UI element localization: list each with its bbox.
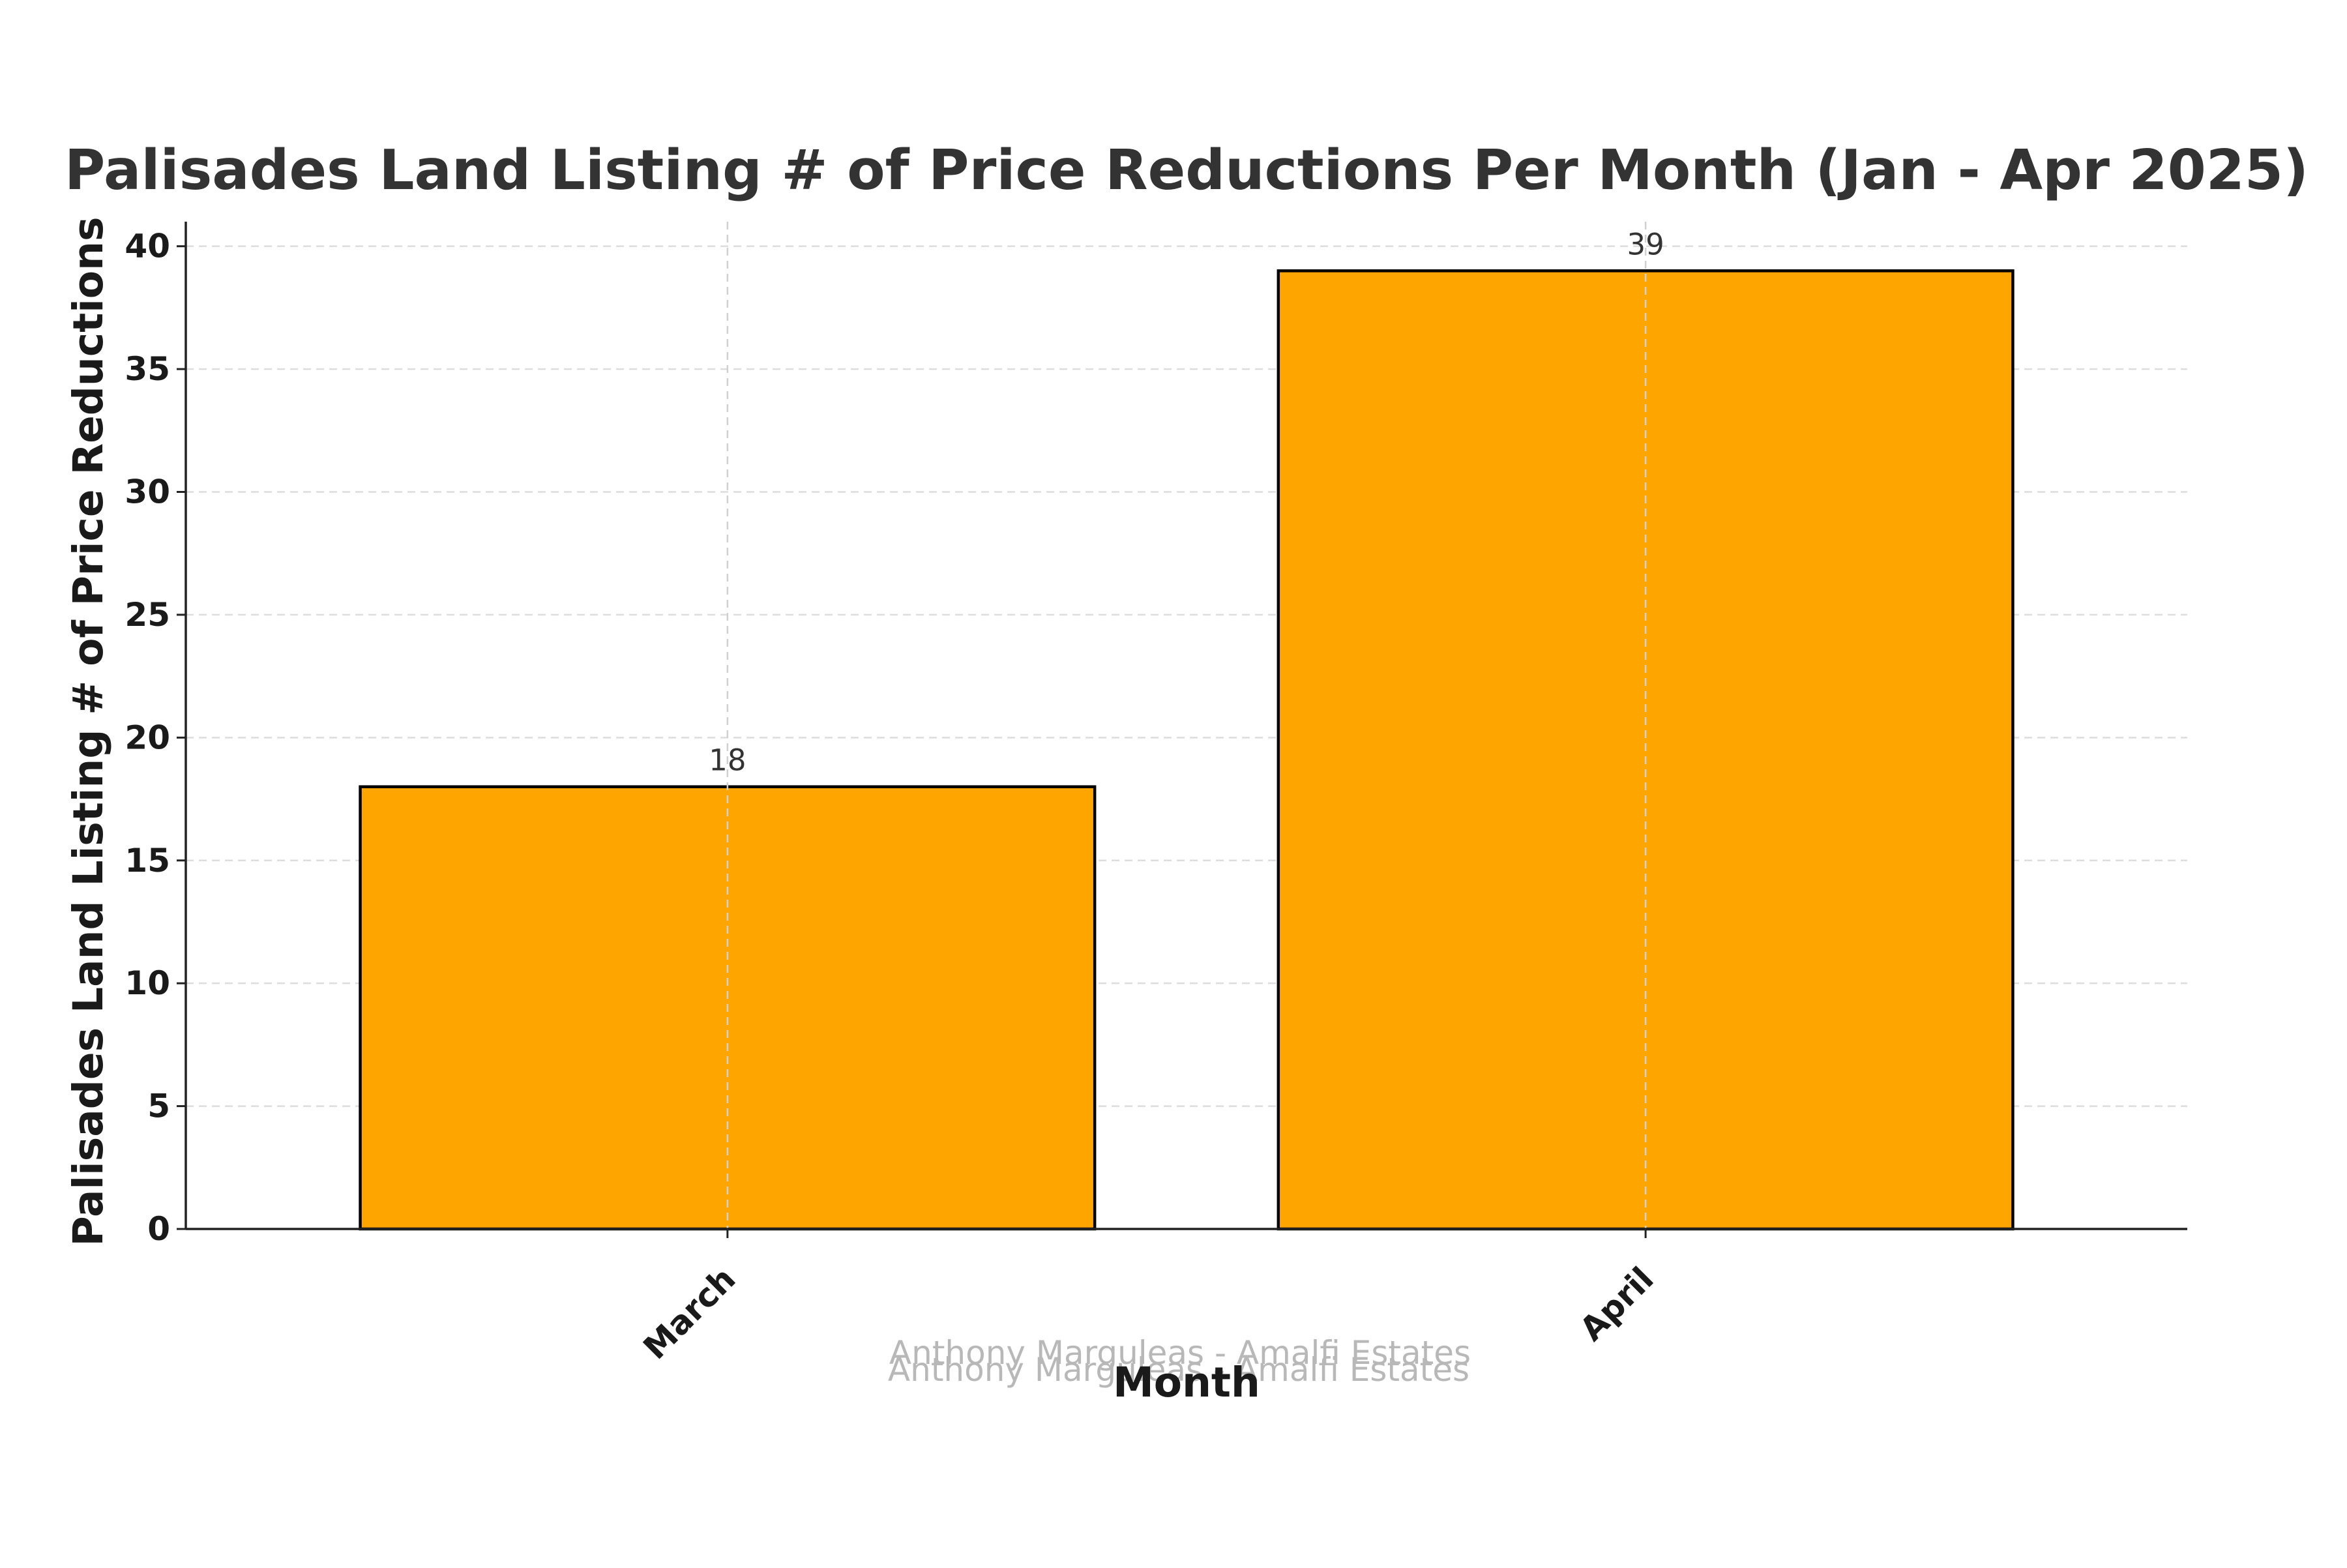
y-tick-label: 5 bbox=[147, 1087, 170, 1125]
chart-title: Palisades Land Listing # of Price Reduct… bbox=[65, 138, 2309, 203]
bars bbox=[359, 269, 2015, 1231]
y-tick-label: 0 bbox=[147, 1210, 170, 1248]
bar-value-label-march: 18 bbox=[709, 743, 746, 778]
y-tick-label: 25 bbox=[125, 596, 170, 634]
y-tick-label: 35 bbox=[125, 350, 170, 388]
x-tick-label-april: April bbox=[1572, 1260, 1661, 1348]
y-tick-labels: 0 5 10 15 20 25 30 35 40 bbox=[125, 228, 170, 1248]
x-axis-label: Month bbox=[1113, 1359, 1260, 1406]
watermark-text-duplicate: Anthony Marguleas - Amalfi Estates bbox=[888, 1351, 1469, 1389]
y-tick-label: 15 bbox=[125, 842, 170, 880]
y-axis-label: Palisades Land Listing # of Price Reduct… bbox=[65, 217, 112, 1247]
y-tick-label: 30 bbox=[125, 473, 170, 511]
y-tick-label: 40 bbox=[125, 228, 170, 265]
vertical-grid-lines bbox=[726, 222, 1647, 1229]
watermark-text: Anthony Marguleas - Amalfi Estates bbox=[889, 1334, 1471, 1372]
axes bbox=[177, 222, 2187, 1238]
bar-value-label-april: 39 bbox=[1627, 227, 1664, 261]
y-tick-label: 10 bbox=[125, 964, 170, 1002]
y-tick-label: 20 bbox=[125, 718, 170, 756]
x-tick-label-march: March bbox=[636, 1260, 743, 1367]
